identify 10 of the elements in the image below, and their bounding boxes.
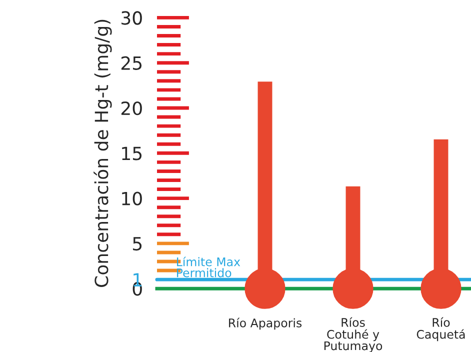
ref-line-label: Límite Max Permitido: [177, 256, 240, 278]
x-tick-label: Río Caquetá: [416, 317, 465, 342]
y-tick-label: 25: [121, 56, 142, 70]
y-tick-label: 15: [122, 146, 142, 160]
y-tick-label: 30: [122, 11, 142, 25]
x-tick-label: Río Apaporis: [229, 318, 302, 330]
y-tick-label: 5: [133, 237, 142, 251]
y-tick-label: 10: [122, 192, 142, 206]
y-tick-label: 20: [121, 101, 142, 116]
y-axis-title: Concentración de Hg-t (mg/g): [94, 20, 112, 287]
